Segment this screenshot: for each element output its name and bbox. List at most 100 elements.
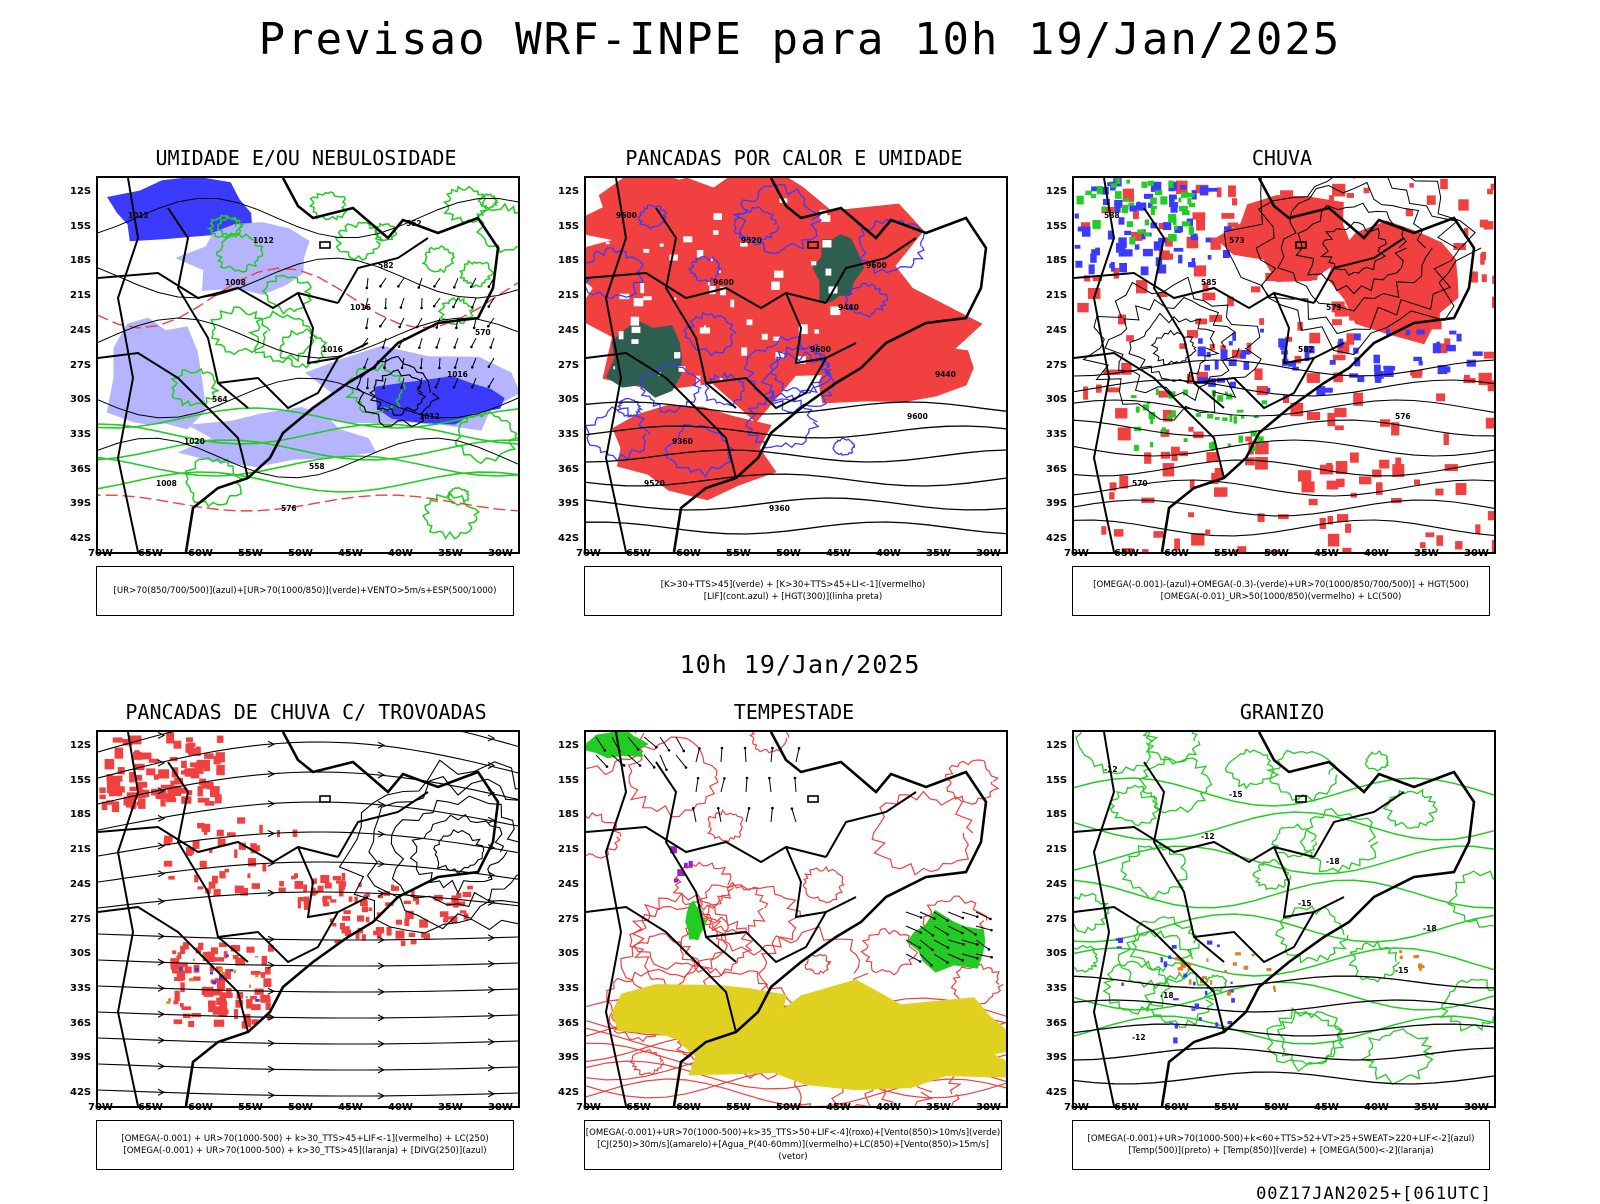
lat-tick-label: 12S [558, 740, 579, 751]
wind-vector [400, 318, 404, 327]
lon-tick-label: 55W [726, 1102, 751, 1113]
lat-tick-label: 36S [558, 464, 579, 475]
lon-tick-label: 50W [1264, 548, 1289, 559]
contour-label: 585 [1201, 278, 1217, 287]
contour-label: -18 [1423, 924, 1437, 933]
lat-tick-label: 21S [70, 844, 91, 855]
map-panel [96, 730, 520, 1108]
contour-label: 570 [1132, 479, 1148, 488]
wind-vector [676, 755, 686, 767]
lon-tick-label: 45W [1314, 1102, 1339, 1113]
lon-tick-label: 45W [338, 548, 363, 559]
lat-tick-label: 24S [70, 325, 91, 336]
legend-line: [Temp(500)](preto) + [Temp(850)](verde) … [1073, 1145, 1489, 1157]
map-canvas: 9600960096009600952095209440944093609360… [586, 178, 1006, 552]
lat-tick-label: 12S [1046, 186, 1067, 197]
lon-tick-label: 40W [1364, 548, 1389, 559]
lon-tick-label: 35W [438, 1102, 463, 1113]
panel-legend: [UR>70(850/700/500)](azul)+[UR>70(1000/8… [96, 566, 514, 616]
contour-label: -15 [1395, 966, 1409, 975]
lon-tick-label: 60W [188, 548, 213, 559]
lon-tick-label: 55W [726, 548, 751, 559]
panel-legend: [OMEGA(-0.001)-(azul)+OMEGA(-0.3)-(verde… [1072, 566, 1490, 616]
lat-tick-label: 15S [1046, 221, 1067, 232]
legend-line: [OMEGA(-0.001)+UR>70(1000-500)+k>35_TTS>… [585, 1127, 1001, 1139]
contour-label: 9600 [616, 211, 637, 220]
contour-label: 582 [378, 261, 394, 270]
contour-label: -18 [1160, 991, 1174, 1000]
lon-tick-label: 50W [776, 1102, 801, 1113]
contour-label: 1008 [156, 479, 177, 488]
lat-tick-label: 36S [558, 1018, 579, 1029]
lon-tick-label: 40W [388, 1102, 413, 1113]
lat-tick-label: 12S [1046, 740, 1067, 751]
lat-tick-label: 42S [1046, 533, 1067, 544]
border-line [1144, 762, 1224, 962]
contour-label: 1016 [350, 303, 371, 312]
lon-tick-label: 30W [488, 548, 513, 559]
contour-label: 582 [1298, 345, 1314, 354]
lat-tick-label: 21S [70, 290, 91, 301]
lat-tick-label: 15S [70, 775, 91, 786]
lat-tick-label: 42S [1046, 1087, 1067, 1098]
wind-vector [693, 808, 696, 822]
lon-tick-label: 55W [238, 548, 263, 559]
map-canvas: -12-12-15-15-12-15-18-18-18 [1074, 732, 1494, 1106]
panel-legend: [OMEGA(-0.001)+UR>70(1000-500)+k>35_TTS>… [584, 1120, 1002, 1170]
legend-line: [OMEGA(-0.001) + UR>70(1000-500) + k>30_… [97, 1145, 513, 1157]
lat-tick-label: 24S [1046, 325, 1067, 336]
lat-tick-label: 24S [1046, 879, 1067, 890]
wind-vector [976, 912, 990, 919]
lon-tick-label: 55W [1214, 548, 1239, 559]
lon-tick-label: 60W [1164, 1102, 1189, 1113]
border-line [706, 897, 856, 962]
lon-tick-label: 50W [288, 548, 313, 559]
wind-vector [696, 748, 699, 762]
contour-label: 9440 [838, 303, 859, 312]
contour-label: 9360 [769, 504, 790, 513]
wind-vector [771, 748, 772, 762]
wind-vector [745, 748, 746, 762]
contour-label: 9600 [713, 278, 734, 287]
map-canvas [98, 732, 518, 1106]
contour-label: -18 [1326, 857, 1340, 866]
lat-tick-label: 24S [558, 879, 579, 890]
map-canvas [586, 732, 1006, 1106]
border-line [606, 732, 626, 1106]
wind-vector [419, 338, 422, 348]
legend-line: [OMEGA(-0.001)+UR>70(1000-500)+k<60+TTS>… [1073, 1133, 1489, 1145]
lat-tick-label: 36S [70, 464, 91, 475]
contour-label: 9600 [810, 345, 831, 354]
contour-label: 588 [1104, 211, 1120, 220]
lat-tick-label: 21S [558, 290, 579, 301]
lat-tick-label: 39S [70, 1052, 91, 1063]
lon-tick-label: 65W [138, 548, 163, 559]
lon-tick-label: 70W [576, 1102, 601, 1113]
lat-tick-label: 18S [70, 255, 91, 266]
lon-tick-label: 35W [926, 548, 951, 559]
lat-tick-label: 33S [1046, 983, 1067, 994]
wind-vector [383, 338, 386, 348]
lon-tick-label: 70W [88, 1102, 113, 1113]
lon-tick-label: 35W [1414, 1102, 1439, 1113]
lat-tick-label: 30S [1046, 948, 1067, 959]
border-line [1314, 792, 1404, 857]
map-panel: -12-12-15-15-12-15-18-18-18 [1072, 730, 1496, 1108]
wind-vector [644, 755, 654, 767]
wind-vector [419, 278, 422, 287]
lat-tick-label: 36S [1046, 1018, 1067, 1029]
lon-tick-label: 40W [388, 548, 413, 559]
contour-label: -12 [1132, 1033, 1146, 1042]
lat-tick-label: 27S [558, 360, 579, 371]
contour-label: 9600 [866, 261, 887, 270]
lat-tick-label: 33S [70, 983, 91, 994]
wind-vector [795, 778, 796, 792]
lat-tick-label: 39S [70, 498, 91, 509]
contour-label: 1016 [447, 370, 468, 379]
panel-legend: [OMEGA(-0.001) + UR>70(1000-500) + k>30_… [96, 1120, 514, 1170]
lat-tick-label: 39S [1046, 498, 1067, 509]
contour-label: 9440 [935, 370, 956, 379]
lat-tick-label: 27S [558, 914, 579, 925]
contour-label: -15 [1298, 899, 1312, 908]
mid-title: 10h 19/Jan/2025 [0, 650, 1600, 679]
